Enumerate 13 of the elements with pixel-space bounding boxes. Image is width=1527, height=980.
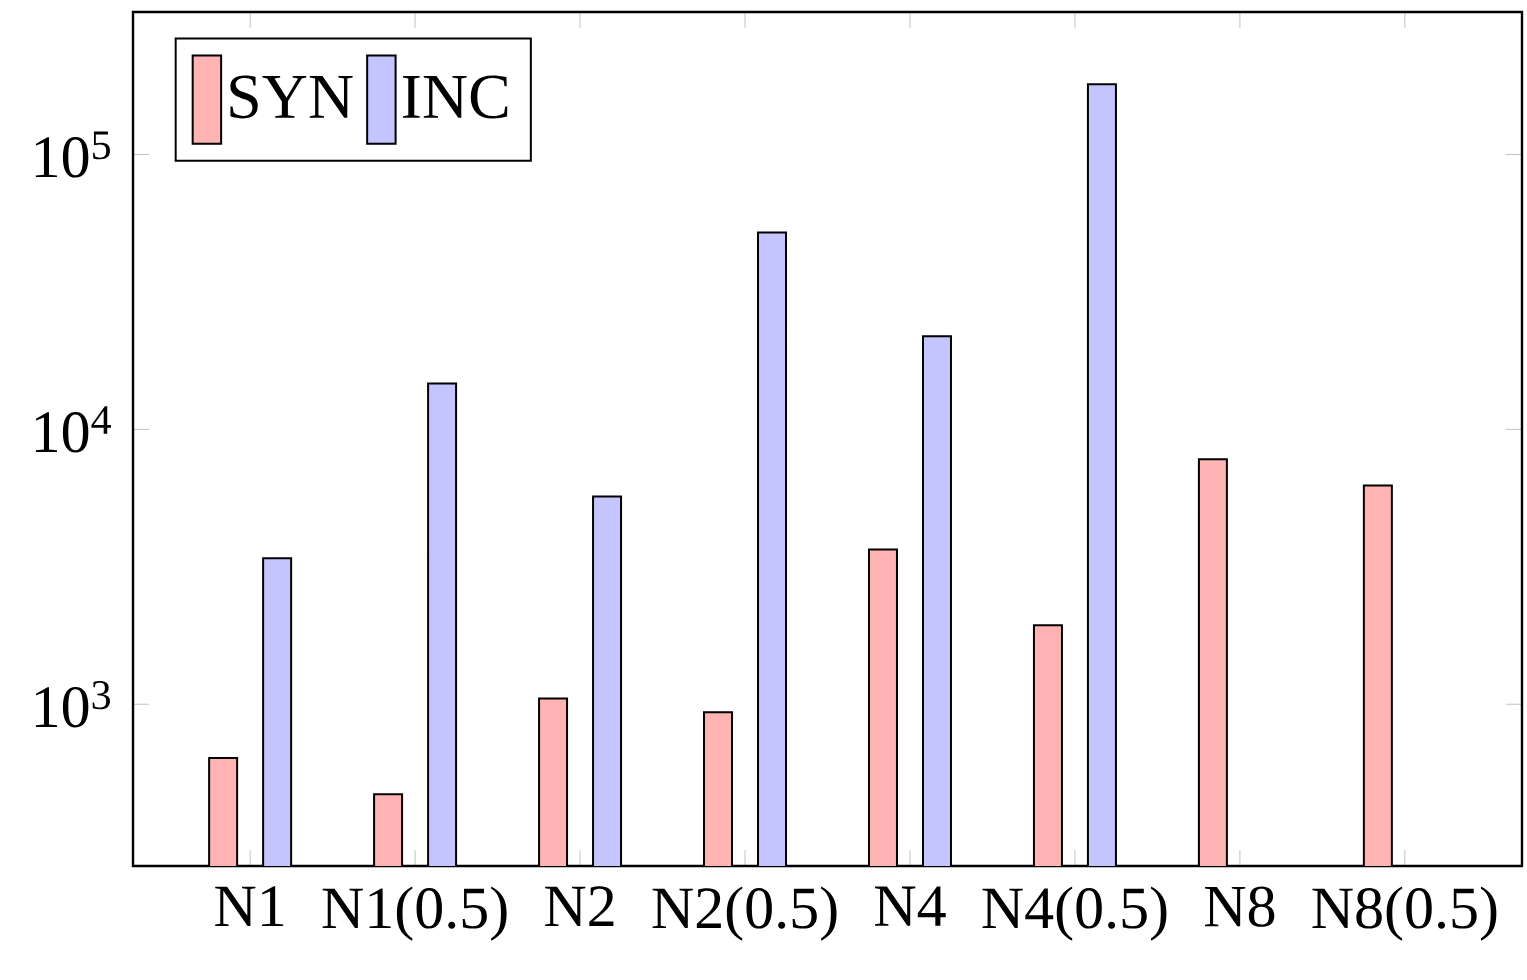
x-tick-label: N1 — [215, 886, 284, 926]
legend-label: INC — [402, 75, 508, 119]
x-tick-label: N2 — [545, 886, 614, 927]
legend-label: SYN — [230, 75, 353, 119]
x-tick-label: N4(0.5) — [982, 886, 1167, 941]
y-tick-label: 10$^{5}$ — [35, 131, 110, 178]
x-tick-label: N8 — [1204, 886, 1275, 927]
y-tick-label: 10$^{4}$ — [35, 406, 111, 453]
y-tick-label: 10$^{3}$ — [35, 681, 110, 728]
x-tick-label: N8(0.5) — [1312, 886, 1497, 941]
x-tick-label: N4 — [875, 886, 946, 926]
x-tick-label: N2(0.5) — [652, 886, 837, 941]
x-tick-label: N1(0.5) — [322, 886, 507, 941]
